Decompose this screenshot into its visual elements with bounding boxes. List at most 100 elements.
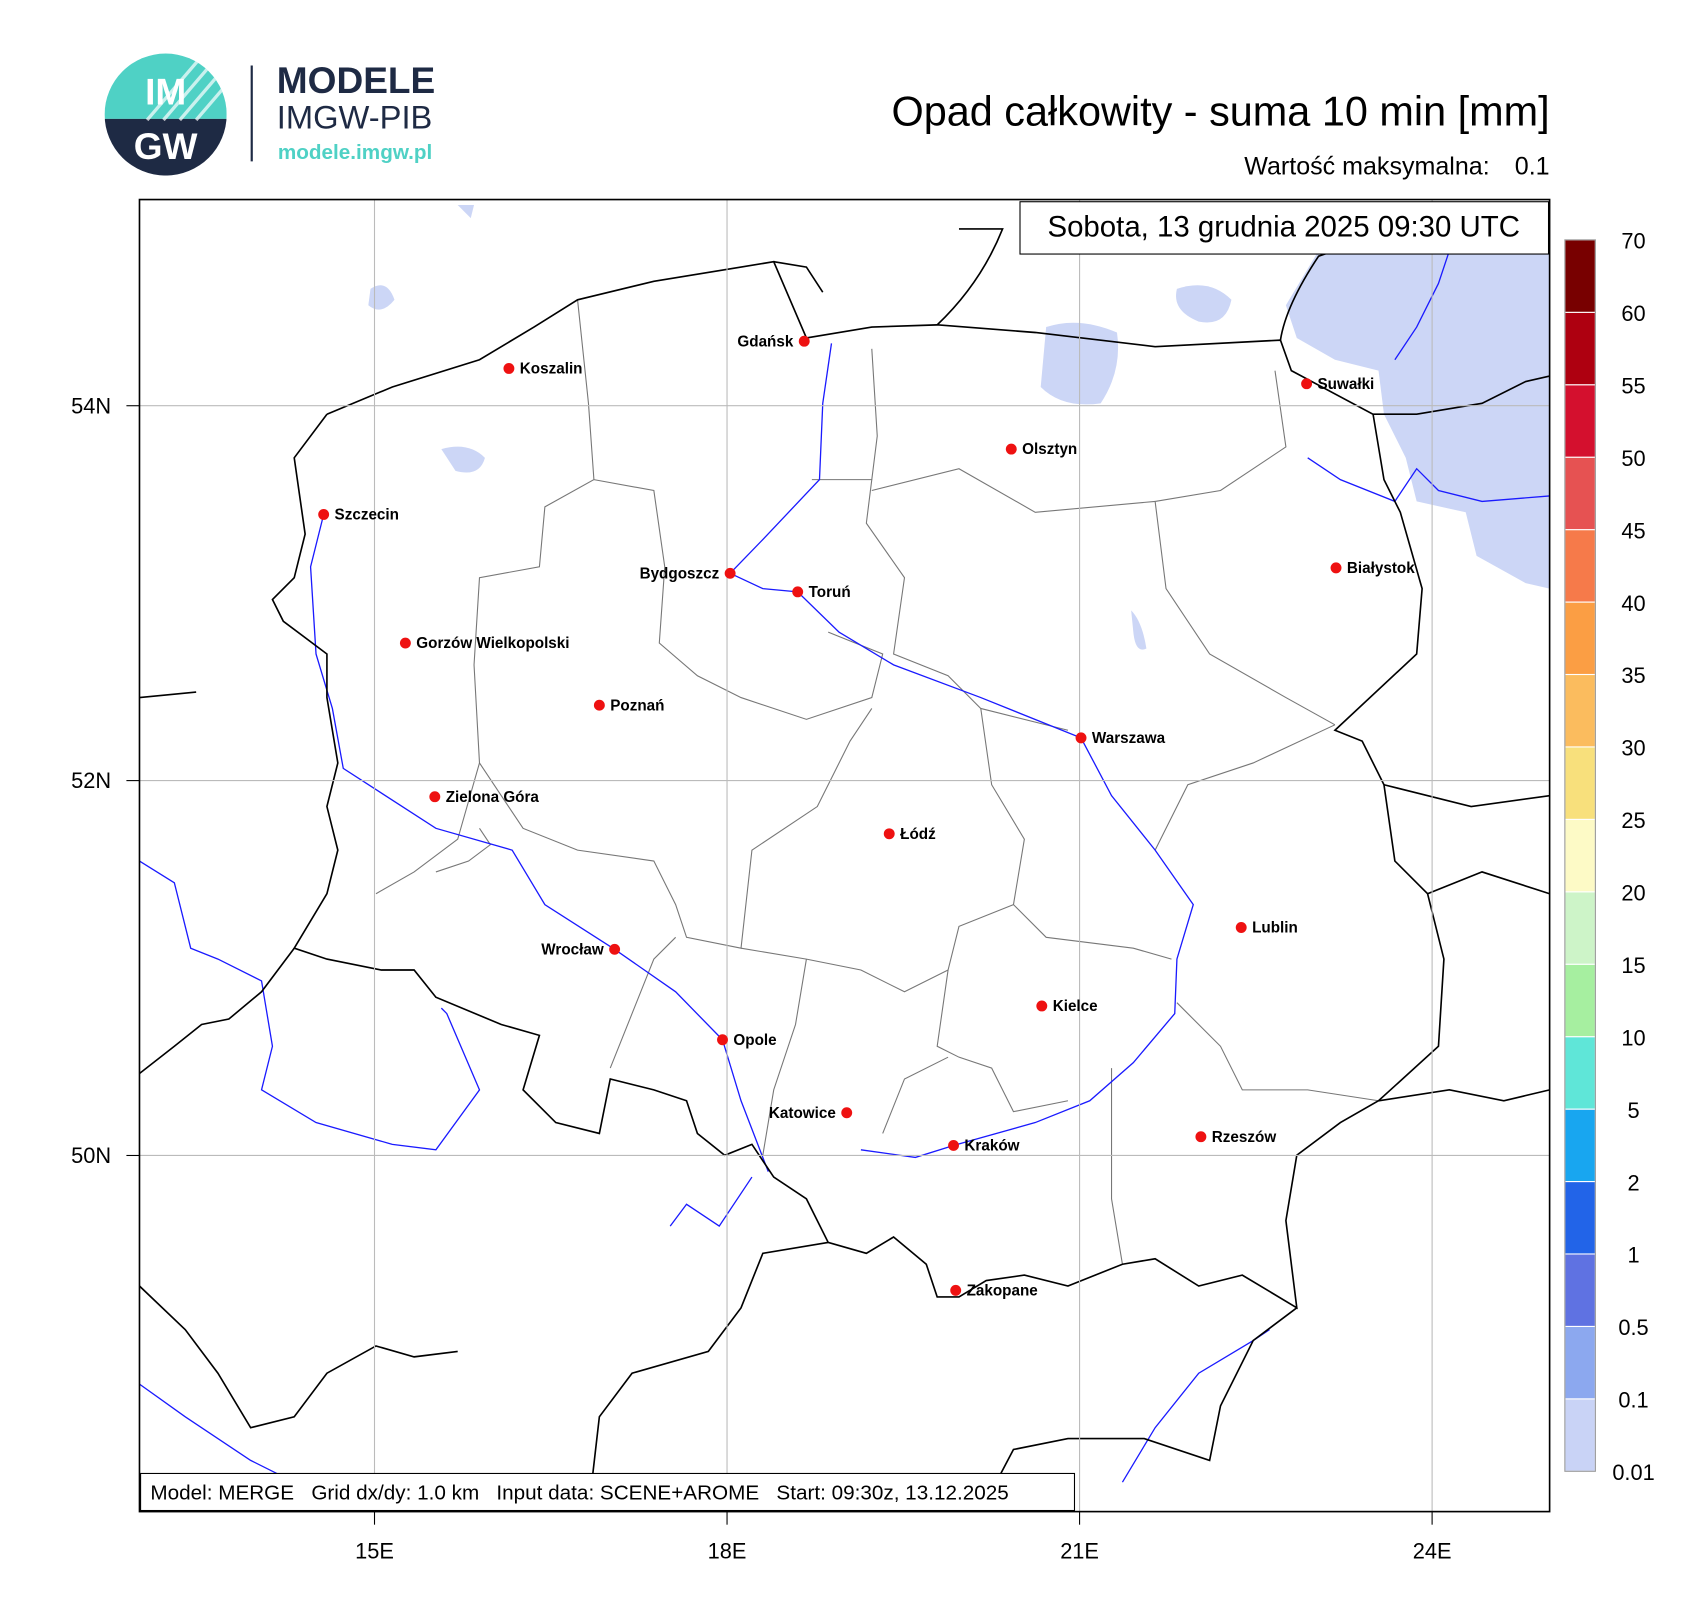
colorbar-label: 20	[1621, 881, 1645, 906]
colorbar-frame	[1564, 239, 1596, 1472]
colorbar-box	[1564, 1398, 1596, 1472]
colorbar-box	[1564, 746, 1596, 820]
map-layers	[139, 205, 1550, 1512]
city-marker	[1075, 732, 1087, 744]
voivodeship-borders	[375, 299, 1379, 1265]
colorbar-box	[1564, 818, 1596, 893]
city-label: Gorzów Wielkopolski	[416, 635, 569, 652]
map-frame	[138, 198, 1551, 1513]
colorbar-box	[1564, 673, 1596, 748]
city-marker	[948, 1140, 959, 1151]
city-label: Katowice	[769, 1105, 836, 1122]
x-tick-label: 21E	[1060, 1538, 1099, 1563]
city-label: Rzeszów	[1212, 1129, 1277, 1146]
city-marker	[399, 637, 411, 649]
city-marker	[883, 828, 895, 840]
colorbar-label: 30	[1621, 736, 1645, 761]
colorbar-box	[1564, 1180, 1596, 1255]
city-label: Lublin	[1252, 920, 1298, 937]
city-label: Poznań	[610, 697, 664, 714]
cities: Gdańsk Koszalin Szczecin Suwałki Olsztyn Biał…	[318, 333, 1415, 1300]
city-marker	[1195, 1131, 1207, 1143]
colorbar-label: 1	[1627, 1243, 1639, 1268]
grid	[139, 199, 1550, 1512]
colorbar-label: 10	[1621, 1025, 1645, 1050]
city-marker	[318, 509, 330, 520]
city-label: Warszawa	[1092, 730, 1166, 747]
colorbar-box	[1564, 891, 1596, 965]
date-box	[1019, 201, 1550, 255]
city-label: Opole	[733, 1032, 776, 1049]
city-label: Bydgoszcz	[640, 565, 720, 582]
x-tick-label: 15E	[355, 1538, 394, 1563]
colorbar-label: 45	[1621, 518, 1645, 543]
colorbar-box	[1564, 963, 1596, 1038]
colorbar-label: 2	[1627, 1170, 1639, 1195]
colorbar-label: 0.1	[1618, 1388, 1648, 1413]
footer-box	[140, 1472, 1076, 1512]
x-tick-label: 18E	[708, 1538, 747, 1563]
brand-sub: IMGW-PIB	[277, 99, 433, 136]
city-label: Zielona Góra	[446, 789, 540, 806]
city-marker	[1330, 562, 1342, 574]
colorbar-label: 70	[1621, 229, 1645, 254]
date: Sobota, 13 grudnia 2025 09:30 UTC	[1047, 211, 1519, 244]
logo-top: IM	[145, 71, 186, 113]
y-tick-label: 50N	[71, 1143, 111, 1168]
colorbar-label: 0.5	[1618, 1315, 1648, 1340]
city-marker	[841, 1107, 853, 1119]
city-label: Toruń	[809, 584, 851, 601]
city-label: Wrocław	[541, 941, 604, 958]
colorbar-label: 50	[1621, 446, 1645, 471]
colorbar-label: 60	[1621, 301, 1645, 326]
colorbar-label: 5	[1627, 1098, 1639, 1123]
city-marker	[609, 943, 621, 955]
colorbar-label: 40	[1621, 591, 1645, 616]
city-marker	[593, 699, 605, 711]
city-label: Kraków	[964, 1138, 1019, 1155]
colorbar-label: 35	[1621, 663, 1645, 688]
city-label: Olsztyn	[1022, 441, 1077, 458]
city-marker	[1036, 1000, 1048, 1012]
city-label: Suwałki	[1318, 376, 1375, 393]
city-marker	[1235, 922, 1247, 933]
city-marker	[503, 363, 515, 374]
colorbar-box	[1564, 1036, 1596, 1110]
city-marker	[724, 567, 736, 579]
city-marker	[717, 1034, 728, 1046]
country-borders	[139, 228, 1550, 1512]
colorbar-label: 55	[1621, 373, 1645, 398]
max-value: 0.1	[1515, 152, 1550, 180]
colorbar-label: 15	[1621, 953, 1645, 978]
city-marker	[429, 791, 441, 803]
city-label: Kielce	[1053, 998, 1098, 1015]
city-marker	[950, 1284, 962, 1296]
colorbar-label: 25	[1621, 808, 1645, 833]
city-marker	[1301, 378, 1313, 390]
colorbar-box	[1564, 384, 1596, 458]
city-label: Szczecin	[335, 507, 399, 524]
url: modele.imgw.pl	[278, 141, 432, 164]
title: Opad całkowity - suma 10 min [mm]	[892, 88, 1550, 134]
logo-bottom: GW	[134, 125, 198, 167]
city-label: Gdańsk	[737, 333, 793, 350]
colorbar-box	[1564, 1108, 1596, 1183]
city-marker	[792, 586, 804, 598]
y-tick-label: 52N	[71, 768, 111, 793]
colorbar-box	[1564, 529, 1596, 603]
y-tick-label: 54N	[71, 393, 111, 418]
city-label: Białystok	[1347, 560, 1415, 577]
colorbar-label: 0.01	[1612, 1460, 1654, 1485]
footer: Model: MERGE Grid dx/dy: 1.0 km Input da…	[150, 1482, 1008, 1505]
city-marker	[798, 335, 810, 347]
colorbar-box	[1564, 1253, 1596, 1327]
colorbar-box	[1564, 456, 1596, 531]
colorbar-box	[1564, 1325, 1596, 1400]
x-tick-label: 24E	[1413, 1538, 1452, 1563]
city-label: Zakopane	[967, 1283, 1038, 1300]
axes: 15E 18E 21E 24E 50N 52N 54N	[71, 393, 1451, 1563]
brand: MODELE	[277, 59, 435, 101]
colorbar-box	[1564, 311, 1596, 386]
